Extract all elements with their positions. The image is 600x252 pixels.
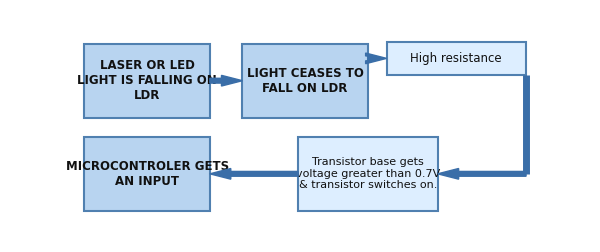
- FancyBboxPatch shape: [84, 137, 210, 211]
- FancyArrow shape: [210, 75, 242, 86]
- Text: LASER OR LED
LIGHT IS FALLING ON
LDR: LASER OR LED LIGHT IS FALLING ON LDR: [77, 59, 217, 102]
- Text: High resistance: High resistance: [410, 52, 502, 65]
- Text: MICROCONTROLER GETS
AN INPUT: MICROCONTROLER GETS AN INPUT: [65, 160, 229, 188]
- FancyBboxPatch shape: [298, 137, 438, 211]
- FancyBboxPatch shape: [242, 44, 368, 117]
- FancyArrow shape: [438, 169, 526, 179]
- Text: LIGHT CEASES TO
FALL ON LDR: LIGHT CEASES TO FALL ON LDR: [247, 67, 364, 95]
- FancyBboxPatch shape: [386, 42, 526, 75]
- FancyArrow shape: [365, 53, 386, 64]
- Text: Transistor base gets
voltage greater than 0.7V
& transistor switches on.: Transistor base gets voltage greater tha…: [296, 157, 440, 191]
- FancyArrow shape: [210, 169, 298, 179]
- FancyBboxPatch shape: [84, 44, 210, 117]
